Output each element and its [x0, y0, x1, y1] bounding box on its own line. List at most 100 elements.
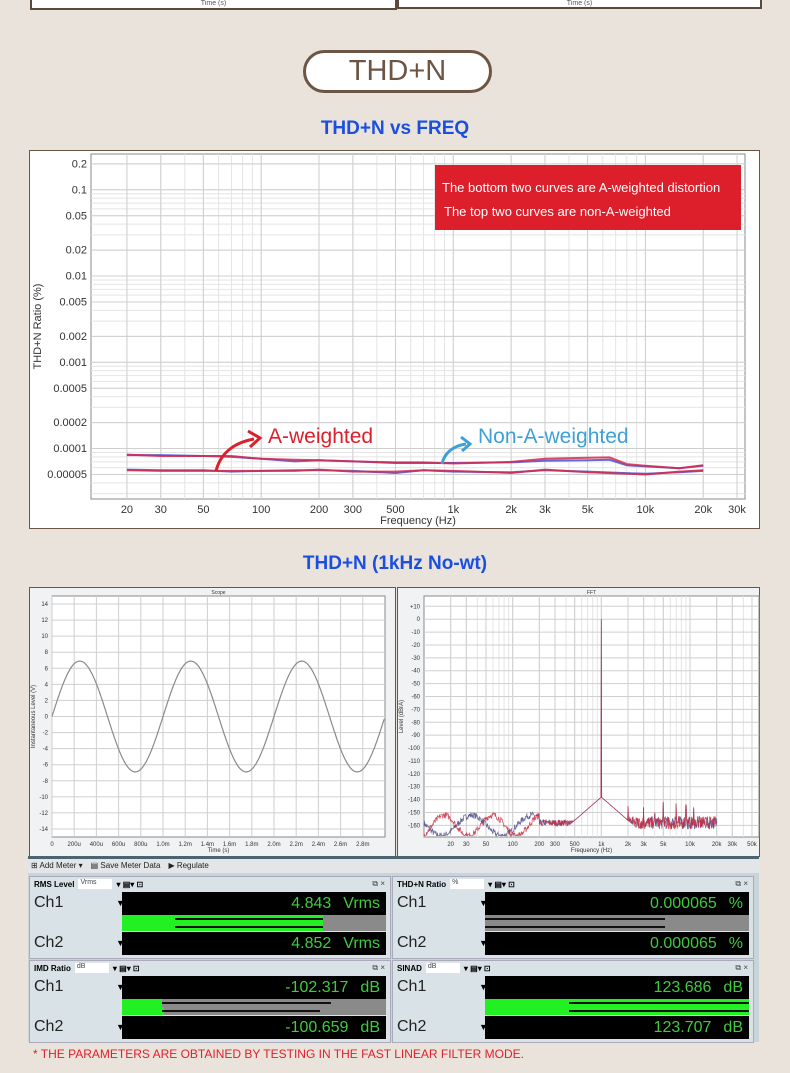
meter-options-icon[interactable]: ▾ ▤▾ ⊡: [112, 963, 140, 973]
non-a-weighted-arrow-icon: [440, 435, 473, 465]
y-tick-label: -80: [411, 720, 420, 726]
a-weighted-label: A-weighted: [268, 425, 374, 448]
x-axis-label: Time (s): [208, 848, 230, 854]
close-icon[interactable]: ⧉ ×: [735, 879, 748, 888]
add-meter-label: Add Meter: [39, 861, 77, 870]
unit-select[interactable]: dB: [74, 963, 109, 973]
meter-value: -102.317: [285, 979, 349, 996]
channel-label: Ch1: [34, 978, 64, 995]
x-tick-label: 1k: [447, 504, 459, 516]
section-title-pill: THD+N: [303, 50, 492, 93]
close-icon[interactable]: ⧉ ×: [372, 879, 385, 888]
top-right-panel-edge: Time (s): [397, 0, 762, 9]
y-tick-label: 0.05: [66, 210, 87, 222]
y-tick-label: 0.002: [59, 331, 87, 343]
meter-unit: dB: [723, 979, 743, 996]
x-tick-label: 30k: [727, 842, 738, 848]
save-meter-data-label: Save Meter Data: [100, 861, 161, 870]
meter-bar: [122, 999, 386, 1007]
channel-dropdown-icon[interactable]: ▼: [479, 982, 488, 992]
meter-title: IMD Ratio: [34, 963, 71, 973]
meter-unit: %: [728, 895, 743, 912]
meter-options-icon[interactable]: ▾ ▤▾ ⊡: [116, 879, 144, 889]
chart-title: Scope: [211, 590, 225, 596]
meter-bar: [122, 1007, 386, 1015]
meter-bar-marker: [161, 1010, 320, 1012]
unit-select[interactable]: Vrms: [78, 879, 113, 889]
y-tick-label: 0.0002: [53, 417, 87, 429]
channel-dropdown-icon[interactable]: ▼: [479, 898, 488, 908]
y-tick-label: 0.2: [72, 158, 87, 170]
y-tick-label: -110: [408, 759, 420, 765]
x-tick-label: 20: [447, 842, 454, 848]
x-tick-label: 2.0m: [267, 842, 280, 848]
channel-dropdown-icon[interactable]: ▼: [116, 982, 125, 992]
top-left-panel-edge: Time (s): [30, 0, 397, 10]
unit-select[interactable]: dB: [425, 963, 460, 973]
scope-svg: 0 200u 400u 600u 800u 1.0m 1.2m 1.4m 1.6m 1.8m 2.0…: [31, 590, 386, 854]
top-left-xlabel: Time (s): [200, 0, 227, 7]
meter-title: SINAD: [397, 963, 422, 973]
meter-panel: SINAD dB ▾ ▤▾ ⊡ ⧉ × Ch1 ▼ 123.686 dB Ch2 ▼ 12…: [392, 960, 754, 1043]
meter-bar-marker: [485, 926, 665, 928]
fft-svg: 20 30 50 100 200 300 500 1k 2k 3k 5k 10k 20k 30k 50k +1…: [399, 590, 760, 854]
x-tick-label: 800u: [134, 842, 147, 848]
y-tick-label: -130: [408, 785, 421, 791]
y-tick-label: -8: [43, 779, 49, 785]
y-tick-label: -120: [408, 772, 421, 778]
meter-options-icon[interactable]: ▾ ▤▾ ⊡: [488, 879, 515, 889]
y-tick-label: -30: [411, 656, 420, 662]
meter-header: THD+N Ratio% ▾ ▤▾ ⊡ ⧉ ×: [393, 877, 753, 891]
close-icon[interactable]: ⧉ ×: [372, 963, 385, 972]
thdn-vs-freq-svg: 20 30 50 100 200 300 500 1k 2k 3k 5k 10k 20k 30k 0.2 0.…: [32, 153, 746, 527]
x-axis-label: Frequency (Hz): [571, 848, 612, 854]
scope-panel: 0 200u 400u 600u 800u 1.0m 1.2m 1.4m 1.6m 1.8m 2.0…: [29, 587, 396, 857]
regulate-label: Regulate: [176, 861, 209, 870]
thdn-curve: [126, 468, 704, 476]
y-tick-label: 0.00005: [47, 469, 87, 481]
x-tick-label: 10k: [685, 842, 696, 848]
x-axis-label: Frequency (Hz): [380, 515, 456, 527]
close-icon[interactable]: ⧉ ×: [735, 963, 748, 972]
channel-label: Ch1: [397, 978, 427, 995]
y-tick-label: 8: [45, 650, 49, 656]
meter-bar-marker: [161, 1002, 331, 1004]
x-tick-label: 300: [344, 504, 362, 516]
y-tick-label: 0.005: [59, 297, 87, 309]
meter-panel: THD+N Ratio% ▾ ▤▾ ⊡ ⧉ × Ch1 ▼ 0.000065% Ch2…: [392, 876, 754, 959]
meter-options-icon[interactable]: ▾ ▤▾ ⊡: [463, 963, 491, 973]
save-meter-data-button[interactable]: ▤ Save Meter Data: [91, 861, 161, 871]
unit-select[interactable]: %: [450, 879, 485, 889]
meter-value: 0.000065: [650, 935, 717, 952]
channel-label: Ch2: [397, 1018, 427, 1035]
channel-dropdown-icon[interactable]: ▼: [479, 1022, 488, 1032]
meter-area: ⊞ Add Meter ▾ ▤ Save Meter Data ▶ Regula…: [28, 856, 759, 1043]
meter-bar-fill: [122, 1007, 165, 1015]
x-tick-label: 20k: [694, 504, 712, 516]
channel-dropdown-icon[interactable]: ▼: [116, 898, 125, 908]
x-tick-label: 100: [252, 504, 270, 516]
meter-unit: dB: [723, 1019, 743, 1036]
x-tick-label: 200: [310, 504, 328, 516]
x-tick-label: 1k: [598, 842, 605, 848]
channel-dropdown-icon[interactable]: ▼: [116, 1022, 125, 1032]
y-tick-label: 2: [45, 698, 49, 704]
meter-bar-marker: [174, 918, 323, 920]
x-tick-label: 30: [155, 504, 167, 516]
x-tick-label: 2.6m: [334, 842, 347, 848]
meter-toolbar: ⊞ Add Meter ▾ ▤ Save Meter Data ▶ Regula…: [28, 859, 759, 873]
y-tick-label: 0: [417, 617, 421, 623]
x-tick-label: 1.8m: [245, 842, 258, 848]
x-tick-label: 3k: [539, 504, 551, 516]
channel-dropdown-icon[interactable]: ▼: [116, 938, 125, 948]
meter-panel: IMD Ratio dB ▾ ▤▾ ⊡ ⧉ × Ch1 ▼ -102.317 dB Ch2…: [29, 960, 391, 1043]
x-tick-label: 10k: [637, 504, 655, 516]
meter-unit: dB: [360, 979, 380, 996]
channel-label: Ch2: [34, 934, 64, 951]
y-tick-label: -150: [408, 811, 421, 817]
meter-bar-fill: [122, 999, 162, 1007]
meter-bar: [122, 923, 386, 931]
regulate-button[interactable]: ▶ Regulate: [168, 861, 208, 871]
channel-dropdown-icon[interactable]: ▼: [479, 938, 488, 948]
add-meter-button[interactable]: ⊞ Add Meter ▾: [31, 861, 83, 870]
